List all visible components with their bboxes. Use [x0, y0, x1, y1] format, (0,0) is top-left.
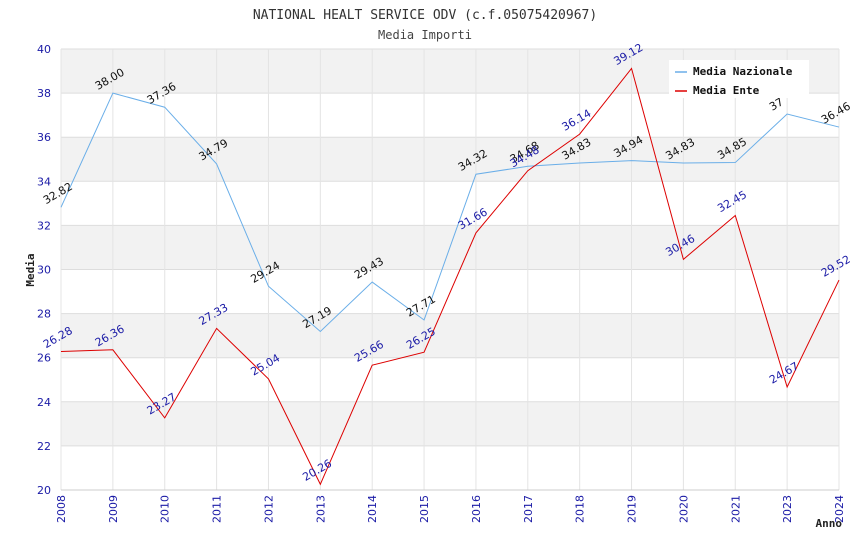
y-tick-label: 30 — [37, 264, 51, 277]
y-tick-label: 26 — [37, 352, 51, 365]
y-tick-label: 22 — [37, 440, 51, 453]
grid-band — [61, 181, 839, 226]
y-tick-label: 36 — [37, 131, 51, 144]
x-tick-label: 2010 — [159, 495, 172, 523]
chart-title: NATIONAL HEALT SERVICE ODV (c.f.05075420… — [253, 8, 597, 23]
x-tick-labels: 2008 2009 2010 2011 2012 2013 2014 2015 2016 2017… — [55, 495, 846, 523]
x-tick-label: 2015 — [418, 495, 431, 523]
x-tick-label: 2016 — [470, 495, 483, 523]
x-tick-label: 2019 — [626, 495, 639, 523]
data-label-media-nazionale: 37 — [767, 95, 786, 113]
series-lines — [60, 67, 840, 486]
legend: Media Nazionale Media Ente — [669, 60, 809, 98]
grid-band — [61, 445, 839, 490]
legend-box — [669, 60, 809, 98]
grid-band — [61, 313, 839, 358]
x-tick-label: 2011 — [211, 495, 224, 523]
series-line-media-nazionale — [60, 92, 840, 333]
x-tick-label: 2014 — [366, 495, 379, 523]
y-tick-label: 38 — [37, 87, 51, 100]
y-tick-labels: 20 22 24 26 28 30 32 34 36 38 40 — [37, 43, 51, 497]
y-tick-label: 40 — [37, 43, 51, 56]
series-line-media-ente — [60, 67, 840, 486]
x-tick-label: 2009 — [107, 495, 120, 523]
x-tick-label: 2017 — [522, 495, 535, 523]
grid-band — [61, 401, 839, 446]
grid-lines — [60, 48, 840, 491]
y-axis-label: Media — [24, 253, 37, 286]
y-tick-label: 34 — [37, 175, 51, 188]
y-tick-label: 28 — [37, 308, 51, 321]
x-tick-label: 2008 — [55, 495, 68, 523]
x-tick-label: 2012 — [262, 495, 275, 523]
x-axis-label: Anno — [816, 517, 843, 530]
legend-label-media-ente: Media Ente — [693, 84, 760, 97]
grid-band — [61, 357, 839, 402]
x-tick-label: 2018 — [574, 495, 587, 523]
legend-label-media-nazionale: Media Nazionale — [693, 65, 793, 78]
x-tick-label: 2013 — [314, 495, 327, 523]
x-tick-label: 2020 — [677, 495, 690, 523]
y-tick-label: 32 — [37, 219, 51, 232]
x-tick-label: 2023 — [781, 495, 794, 523]
grid-band — [61, 93, 839, 138]
x-tick-label: 2024 — [833, 495, 846, 523]
y-tick-label: 20 — [37, 484, 51, 497]
chart-subtitle: Media Importi — [378, 28, 472, 42]
y-tick-label: 24 — [37, 396, 51, 409]
x-tick-label: 2021 — [729, 495, 742, 523]
grid-band — [61, 137, 839, 182]
